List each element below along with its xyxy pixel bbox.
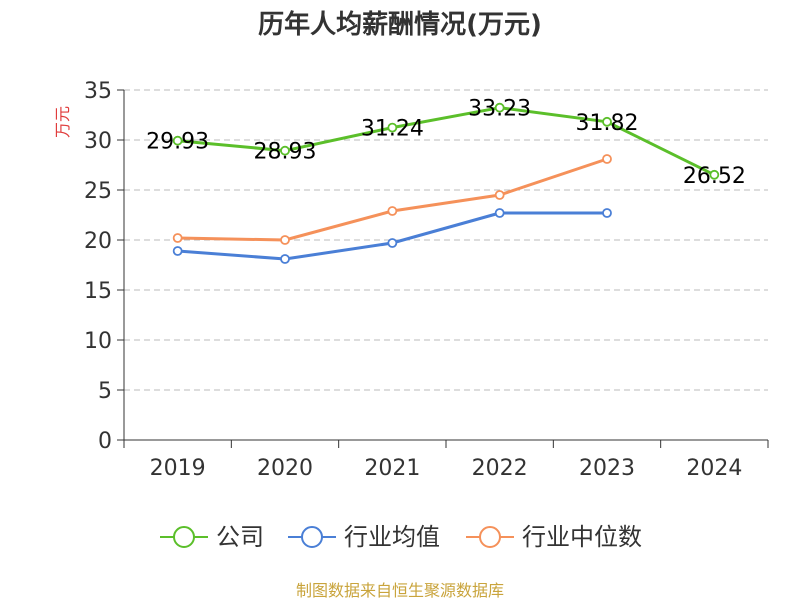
grid-layer	[124, 89, 768, 391]
y-tick-label: 0	[98, 429, 112, 454]
legend: 公司 行业均值 行业中位数	[160, 523, 642, 551]
series-layer	[172, 102, 720, 264]
y-tick-label: 15	[84, 279, 112, 304]
x-tick-label: 2019	[150, 456, 206, 481]
y-axis-label: 万元	[53, 106, 72, 138]
y-tick-label: 35	[84, 79, 112, 104]
source-note: 制图数据来自恒生聚源数据库	[296, 581, 504, 600]
data-point	[387, 238, 398, 248]
x-tick-label: 2024	[686, 456, 742, 481]
data-point	[494, 208, 505, 218]
data-point	[387, 206, 398, 216]
data-label: 33.23	[468, 97, 531, 122]
data-point	[172, 233, 183, 243]
y-tick-label: 25	[84, 179, 112, 204]
legend-label: 公司	[216, 523, 264, 551]
data-point	[172, 135, 183, 146]
data-point	[602, 116, 612, 127]
legend-label: 行业中位数	[522, 523, 642, 551]
y-tick-label: 30	[84, 129, 112, 154]
y-tick-label: 5	[98, 379, 112, 404]
data-point	[494, 102, 505, 113]
legend-marker	[479, 526, 501, 548]
x-tick-label: 2023	[579, 456, 635, 481]
y-tick-label: 20	[84, 229, 112, 254]
data-point	[280, 254, 290, 264]
series-line	[176, 106, 716, 177]
data-label: 31.24	[361, 117, 424, 142]
legend-item: 行业中位数	[466, 523, 642, 551]
data-label-layer: 29.93 28.93 31.24 33.23 31.82 26.52	[146, 97, 746, 189]
data-point	[280, 235, 290, 245]
legend-label: 行业均值	[344, 523, 440, 551]
data-point	[172, 246, 183, 256]
legend-marker	[301, 526, 323, 548]
data-label: 28.93	[254, 140, 317, 165]
data-point	[602, 208, 612, 218]
data-point	[709, 169, 720, 180]
data-label: 26.52	[683, 164, 746, 189]
y-tick-label: 10	[84, 329, 112, 354]
data-point	[280, 145, 290, 156]
chart-title: 历年人均薪酬情况(万元)	[258, 9, 542, 40]
data-point	[602, 154, 612, 164]
axis-layer: 0 5 10 15 20 25 30 35 2019 2020 2021 2022 2023 2024	[84, 79, 769, 481]
series-line	[176, 157, 609, 242]
series-line	[176, 211, 609, 261]
legend-item: 行业均值	[288, 523, 440, 551]
x-tick-label: 2020	[257, 456, 313, 481]
legend-item: 公司	[160, 523, 264, 551]
legend-marker	[173, 526, 195, 548]
data-label: 29.93	[146, 130, 209, 155]
x-tick-label: 2022	[472, 456, 528, 481]
data-point	[494, 190, 505, 200]
x-tick-label: 2021	[364, 456, 420, 481]
data-point	[387, 122, 398, 133]
data-label: 31.82	[576, 111, 639, 136]
